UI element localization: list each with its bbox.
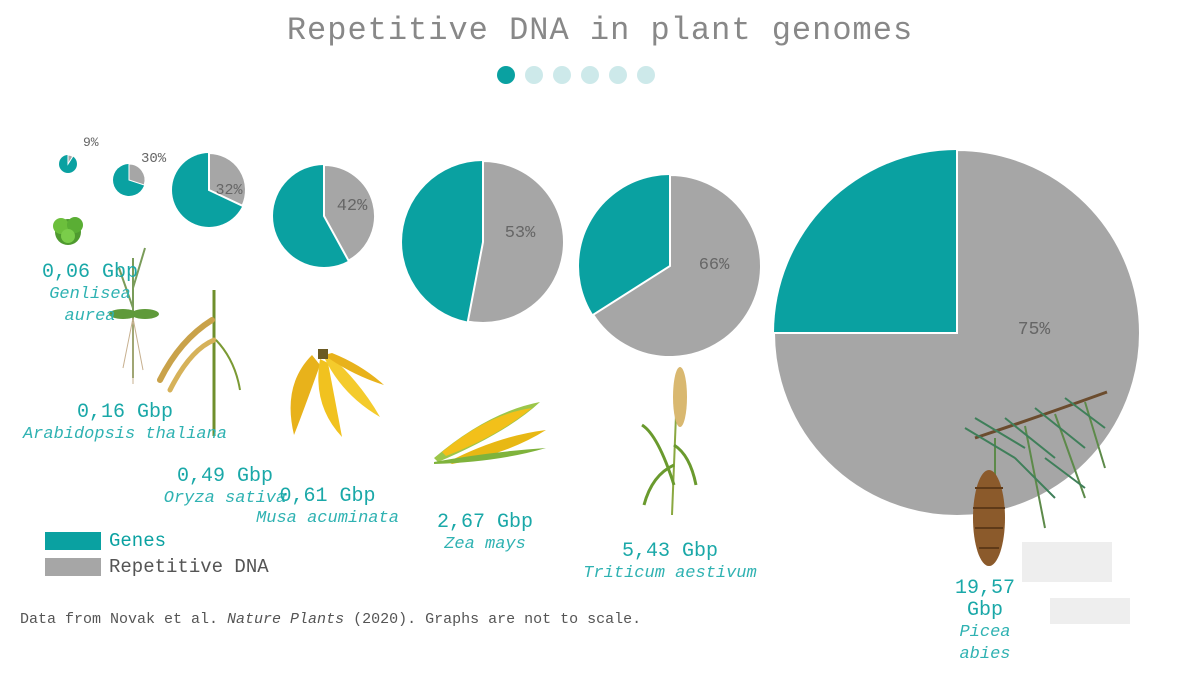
species-name: Genlisea aurea [49, 285, 131, 326]
pie-slice-repetitive [67, 154, 74, 166]
pie-percent-label: 30% [141, 151, 167, 167]
page-dot[interactable] [609, 66, 627, 84]
spruce-icon [964, 390, 1108, 566]
pie-percent-label: 75% [1018, 320, 1051, 340]
lettuce-rosette-icon [53, 217, 83, 245]
legend-swatch-genes [45, 532, 101, 550]
species-name: Musa acuminata [256, 509, 399, 528]
genome-size: 0,06 Gbp [41, 261, 138, 284]
blank-placeholder-box [1050, 598, 1130, 624]
species-label: 0,49 Gbp Oryza sativa [140, 466, 310, 510]
species-label: 5,43 Gbp Triticum aestivum [570, 541, 770, 585]
note-prefix: Data from Novak et al. [20, 611, 228, 628]
species-label: 2,67 Gbp Zea mays [410, 512, 560, 556]
blank-placeholder-box [1022, 542, 1112, 582]
species-name: Zea mays [444, 535, 526, 554]
page-dot[interactable] [637, 66, 655, 84]
legend-label-repetitive: Repetitive DNA [109, 556, 269, 578]
page-dot[interactable] [553, 66, 571, 84]
legend-label-genes: Genes [109, 530, 167, 552]
wheat-icon [641, 367, 698, 516]
genome-size: 0,49 Gbp [176, 465, 273, 488]
pie-slice-repetitive [466, 159, 566, 324]
pie-slice-repetitive [772, 148, 1141, 517]
species-name: Arabidopsis thaliana [22, 425, 228, 444]
genome-size: 5,43 Gbp [621, 540, 718, 563]
species-label: 0,61 Gbp Musa acuminata [245, 486, 410, 530]
rice-icon [157, 290, 241, 436]
pie-percent-label: 32% [215, 182, 243, 199]
species-name: Triticum aestivum [583, 564, 757, 583]
pie-slice-repetitive [591, 173, 762, 358]
pie-percent-label: 9% [83, 135, 99, 150]
note-suffix: (2020). Graphs are not to scale. [344, 611, 642, 628]
species-name: Picea abies [959, 623, 1011, 664]
genome-size: 0,16 Gbp [76, 401, 173, 424]
source-note: Data from Novak et al. Nature Plants (20… [20, 611, 641, 628]
legend-swatch-repetitive [45, 558, 101, 576]
page-dot[interactable] [497, 66, 515, 84]
species-label: 0,06 Gbp Genlisea aurea [20, 262, 160, 328]
species-name: Oryza sativa [163, 489, 287, 508]
pie-slice-repetitive [128, 163, 146, 186]
banana-icon [290, 349, 384, 437]
pie-percent-label: 53% [505, 224, 536, 243]
arabidopsis-icon [109, 247, 159, 384]
pie-percent-label: 66% [699, 256, 730, 275]
corn-icon [434, 402, 546, 464]
genome-size: 2,67 Gbp [436, 511, 533, 534]
chart-title: Repetitive DNA in plant genomes [286, 12, 914, 49]
pie-slice-repetitive [208, 151, 247, 208]
pie-percent-label: 42% [337, 197, 368, 216]
page-dot[interactable] [581, 66, 599, 84]
pie-slice-repetitive [323, 163, 376, 263]
note-journal: Nature Plants [227, 611, 345, 628]
genome-size: 0,61 Gbp [279, 485, 376, 508]
species-label: 19,57 Gbp Picea abies [945, 578, 1025, 666]
genome-size: 19,57 Gbp [954, 577, 1015, 622]
species-label: 0,16 Gbp Arabidopsis thaliana [10, 402, 240, 446]
page-dot[interactable] [525, 66, 543, 84]
